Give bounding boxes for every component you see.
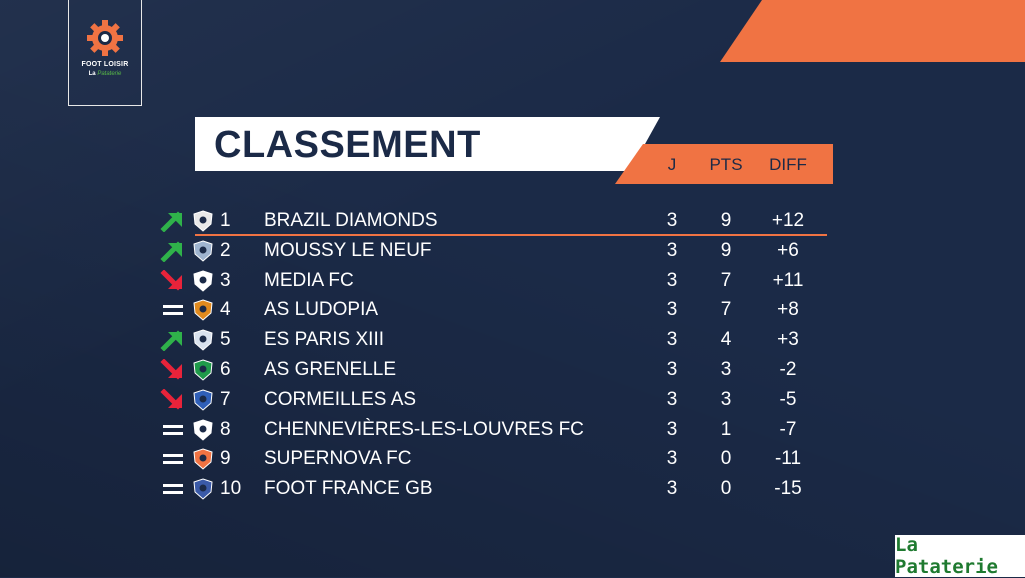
team-position: 2 [220, 239, 231, 261]
table-row: 1 BRAZIL DIAMONDS 3 9 +12 [160, 208, 840, 236]
played: 3 [666, 269, 678, 291]
trend-down-icon [160, 388, 186, 411]
sponsor-logo: La Pataterie [895, 534, 1025, 578]
points: 3 [720, 359, 732, 380]
played: 3 [666, 329, 678, 351]
team-name: CORMEILLES AS [264, 388, 417, 410]
trend-up-icon [160, 329, 186, 352]
points: 9 [720, 210, 732, 231]
team-position: 10 [220, 478, 242, 500]
team-name: CHENNEVIÈRES-LES-LOUVRES FC [264, 418, 584, 440]
points: 7 [720, 299, 732, 321]
team-position: 8 [220, 418, 231, 440]
played: 3 [666, 478, 678, 500]
table-row: 6 AS GRENELLE 3 3 -2 [160, 357, 840, 385]
played: 3 [666, 388, 678, 410]
media-crest-icon [192, 270, 214, 292]
team-position: 6 [220, 359, 231, 380]
trend-same-icon [160, 478, 186, 500]
supernova-crest-icon [192, 448, 214, 471]
grenelle-crest-icon [192, 359, 214, 381]
trend-up-icon [160, 240, 186, 263]
team-name: AS GRENELLE [264, 359, 396, 380]
column-header-j: J [667, 155, 677, 174]
goal-difference: +8 [777, 299, 799, 321]
table-row: 4 AS LUDOPIA 3 7 +8 [160, 297, 840, 325]
goal-difference: +6 [777, 239, 799, 261]
table-row: 10 FOOT FRANCE GB 3 0 -15 [160, 476, 840, 504]
team-name: MOUSSY LE NEUF [264, 239, 432, 261]
team-name: SUPERNOVA FC [264, 448, 412, 470]
diamond-crest-icon [192, 210, 214, 232]
corner-accent-shape [720, 0, 1025, 62]
played: 3 [666, 418, 678, 440]
league-logo: FOOT LOISIR La Pataterie [68, 0, 142, 106]
logo-subtitle: La Pataterie [89, 71, 122, 77]
table-row: 3 MEDIA FC 3 7 +11 [160, 268, 840, 296]
trend-same-icon [160, 299, 186, 321]
played: 3 [666, 299, 678, 321]
team-position: 7 [220, 388, 231, 410]
column-header-pts: PTS [709, 155, 743, 174]
team-position: 1 [220, 210, 231, 231]
team-position: 4 [220, 299, 231, 321]
logo-name: FOOT LOISIR [81, 61, 129, 68]
played: 3 [666, 359, 678, 380]
trend-up-icon [160, 210, 186, 233]
foot-france-crest-icon [192, 478, 214, 500]
column-header-band [615, 144, 833, 184]
logo-sub-prefix: La [88, 71, 96, 77]
cormeilles-crest-icon [192, 389, 214, 411]
leader-separator [195, 234, 827, 236]
trend-same-icon [160, 419, 186, 441]
table-row: 7 CORMEILLES AS 3 3 -5 [160, 387, 840, 415]
goal-difference: -11 [774, 448, 802, 470]
team-position: 9 [220, 448, 231, 470]
team-position: 5 [220, 329, 231, 351]
ludopia-crest-icon [192, 299, 214, 322]
team-name: FOOT FRANCE GB [264, 478, 433, 500]
paris-crest-icon [192, 329, 214, 351]
logo-sub-script: Pataterie [97, 71, 122, 77]
title-banner [195, 117, 660, 171]
team-name: AS LUDOPIA [264, 299, 379, 321]
moussy-crest-icon [192, 240, 214, 262]
points: 3 [720, 388, 732, 410]
table-row: 9 SUPERNOVA FC 3 0 -11 [160, 446, 840, 474]
played: 3 [666, 210, 678, 231]
goal-difference: -2 [779, 359, 797, 380]
points: 9 [720, 239, 732, 261]
points: 1 [720, 418, 732, 440]
column-header-diff: DIFF [769, 155, 807, 174]
points: 7 [720, 269, 732, 291]
points: 4 [720, 329, 732, 351]
table-row: 5 ES PARIS XIII 3 4 +3 [160, 327, 840, 355]
chennevieres-crest-icon [192, 419, 214, 441]
played: 3 [666, 448, 678, 470]
goal-difference: -7 [779, 418, 797, 440]
goal-difference: +12 [771, 210, 805, 231]
goal-difference: +3 [777, 329, 799, 351]
team-name: MEDIA FC [264, 269, 354, 291]
team-name: BRAZIL DIAMONDS [264, 210, 438, 231]
table-row: 8 CHENNEVIÈRES-LES-LOUVRES FC 3 1 -7 [160, 417, 840, 445]
goal-difference: -5 [779, 388, 797, 410]
points: 0 [720, 478, 732, 500]
played: 3 [666, 239, 678, 261]
page-title: CLASSEMENT [214, 124, 481, 166]
points: 0 [720, 448, 732, 470]
team-name: ES PARIS XIII [264, 329, 385, 351]
trend-down-icon [160, 358, 186, 381]
gear-icon [87, 20, 123, 56]
table-row: 2 MOUSSY LE NEUF 3 9 +6 [160, 238, 840, 266]
team-position: 3 [220, 269, 231, 291]
goal-difference: +11 [772, 269, 804, 291]
trend-same-icon [160, 448, 186, 470]
trend-down-icon [160, 269, 186, 292]
goal-difference: -15 [774, 478, 802, 500]
